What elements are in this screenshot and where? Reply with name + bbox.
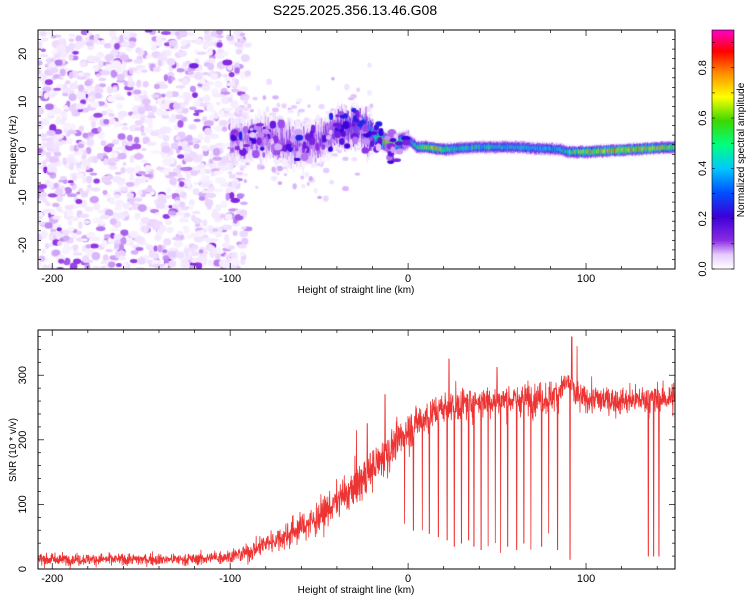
spectrogram-frame xyxy=(37,29,676,270)
snr-x-tick-label: 0 xyxy=(405,573,411,585)
snr-y-tick-label: 300 xyxy=(17,366,29,384)
spectrogram-y-tick-label: 20 xyxy=(17,48,29,60)
spectrogram-y-tick-label: 0 xyxy=(17,146,29,152)
snr-frame xyxy=(37,329,676,570)
snr-x-tick-label: 100 xyxy=(577,573,595,585)
spectrogram-heatmap xyxy=(38,30,675,269)
snr-x-tick-label: -100 xyxy=(219,573,241,585)
colorbar: 0.0 0.2 0.4 0.6 0.8 Normalized spectral ampl… xyxy=(697,29,747,277)
spectrogram-x-tick-label: -100 xyxy=(219,273,241,285)
snr-x-axis: -200 -100 0 100 xyxy=(41,330,658,585)
snr-y-tick-label: 100 xyxy=(17,495,29,513)
spectrogram-y-tick-label: 10 xyxy=(17,96,29,108)
colorbar-ticks: 0.0 0.2 0.4 0.6 0.8 xyxy=(697,42,734,277)
snr-y-tick-label: 0 xyxy=(17,566,29,572)
spectrogram-x-axis: -200 -100 0 100 xyxy=(41,30,658,285)
snr-x-tick-label: -200 xyxy=(41,573,63,585)
colorbar-label: Normalized spectral amplitude xyxy=(736,82,747,217)
spectrogram-y-tick-label: -20 xyxy=(17,237,29,253)
snr-panel: -200 -100 0 100 0 100 200 300 Height of straig… xyxy=(8,329,676,596)
snr-y-axis: 0 100 200 300 xyxy=(17,336,675,572)
spectrogram-y-label: Frequency (Hz) xyxy=(8,116,19,185)
colorbar-tick-label: 0.6 xyxy=(697,110,709,125)
colorbar-tick-label: 0.8 xyxy=(697,60,709,75)
chart-title: S225.2025.356.13.46.G08 xyxy=(273,2,437,18)
spectrogram-x-tick-label: 0 xyxy=(405,273,411,285)
colorbar-frame xyxy=(711,29,735,270)
snr-x-label: Height of straight line (km) xyxy=(298,585,415,596)
colorbar-gradient xyxy=(712,30,734,269)
snr-y-tick-label: 200 xyxy=(17,431,29,449)
spectrogram-y-axis: -20 -10 0 10 20 xyxy=(17,29,675,270)
colorbar-tick-label: 0.4 xyxy=(697,161,709,176)
snr-series-line xyxy=(38,336,675,569)
snr-y-label: SNR (10 * v/v) xyxy=(8,418,19,482)
spectrogram-x-tick-label: -200 xyxy=(41,273,63,285)
spectrogram-y-tick-label: -10 xyxy=(17,189,29,205)
colorbar-tick-label: 0.0 xyxy=(697,261,709,276)
spectrogram-x-label: Height of straight line (km) xyxy=(298,285,415,296)
colorbar-tick-label: 0.2 xyxy=(697,211,709,226)
spectrogram-x-tick-label: 100 xyxy=(577,273,595,285)
